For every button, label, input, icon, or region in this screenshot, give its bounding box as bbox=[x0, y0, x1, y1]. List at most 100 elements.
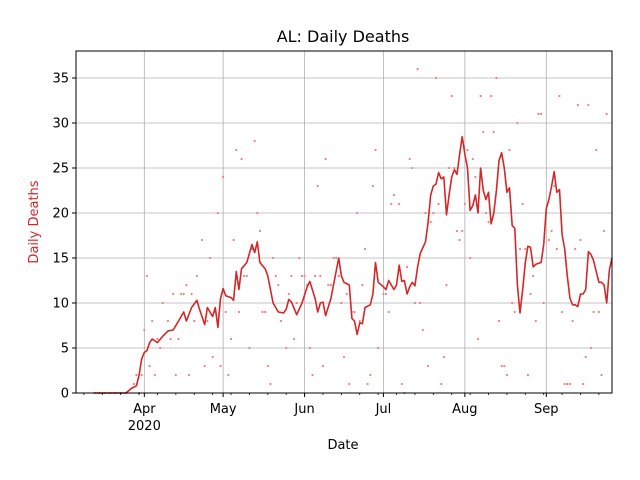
data-point bbox=[387, 310, 390, 314]
data-point bbox=[426, 364, 430, 368]
data-point bbox=[237, 310, 241, 314]
data-point bbox=[264, 310, 267, 314]
data-point bbox=[145, 274, 149, 278]
data-point bbox=[287, 292, 290, 296]
data-point bbox=[143, 328, 146, 332]
data-point bbox=[290, 274, 293, 278]
y-tick-label: 15 bbox=[52, 252, 69, 267]
y-tick-label: 10 bbox=[52, 297, 69, 312]
data-point bbox=[419, 301, 422, 305]
data-point bbox=[219, 364, 222, 368]
data-point bbox=[342, 355, 346, 359]
data-point bbox=[361, 283, 364, 287]
data-point bbox=[316, 184, 319, 188]
data-point bbox=[405, 265, 409, 269]
data-point bbox=[303, 274, 306, 278]
data-point bbox=[539, 112, 543, 116]
data-point bbox=[151, 319, 154, 323]
data-point bbox=[366, 382, 369, 386]
data-point bbox=[497, 319, 501, 323]
data-point bbox=[400, 382, 403, 386]
data-point bbox=[253, 139, 256, 143]
data-point bbox=[450, 94, 453, 98]
data-point bbox=[447, 166, 451, 170]
plot-area bbox=[93, 67, 613, 395]
data-point bbox=[185, 283, 188, 287]
y-tick-label: 20 bbox=[52, 207, 69, 222]
data-point bbox=[311, 373, 314, 377]
data-point bbox=[382, 292, 385, 296]
data-point bbox=[484, 211, 487, 215]
data-point bbox=[534, 319, 537, 323]
y-tick-label: 5 bbox=[61, 342, 69, 357]
data-point bbox=[201, 238, 204, 242]
data-point bbox=[190, 292, 193, 296]
data-point bbox=[476, 337, 480, 341]
data-point bbox=[555, 247, 558, 251]
data-point bbox=[211, 355, 214, 359]
data-point bbox=[390, 202, 393, 206]
data-point bbox=[532, 274, 535, 278]
data-point bbox=[587, 103, 590, 107]
x-tick-label: Sep bbox=[534, 402, 559, 417]
data-point bbox=[505, 373, 509, 377]
data-point bbox=[243, 274, 246, 278]
x-axis: Apr 2020 May Jun Jul Aug Sep bbox=[83, 393, 600, 434]
data-point bbox=[332, 256, 335, 260]
data-point bbox=[432, 211, 435, 215]
data-point bbox=[469, 256, 472, 260]
data-point bbox=[526, 373, 530, 377]
data-point bbox=[235, 148, 238, 152]
data-point bbox=[179, 292, 183, 296]
data-point bbox=[500, 364, 503, 368]
data-point bbox=[277, 283, 280, 287]
y-tick-label: 35 bbox=[52, 72, 69, 87]
data-point bbox=[298, 256, 301, 260]
data-point bbox=[135, 373, 138, 377]
data-point bbox=[511, 301, 514, 305]
data-point bbox=[193, 319, 196, 323]
data-point bbox=[398, 202, 401, 206]
data-point bbox=[327, 283, 330, 287]
data-point bbox=[461, 229, 464, 233]
y-tick-label: 0 bbox=[61, 387, 69, 402]
data-point bbox=[524, 247, 527, 251]
data-point bbox=[516, 121, 519, 125]
data-point bbox=[603, 229, 606, 233]
data-point bbox=[574, 247, 577, 251]
data-point bbox=[455, 229, 459, 233]
data-point bbox=[374, 148, 377, 152]
data-point bbox=[248, 346, 251, 350]
data-point bbox=[337, 274, 340, 278]
data-point bbox=[384, 292, 388, 296]
y-tick-label: 25 bbox=[52, 162, 69, 177]
data-point bbox=[571, 319, 574, 323]
data-point bbox=[413, 301, 417, 305]
data-point bbox=[521, 202, 524, 206]
data-point bbox=[321, 364, 325, 368]
data-point bbox=[592, 310, 595, 314]
data-point bbox=[490, 94, 493, 98]
data-point bbox=[206, 319, 209, 323]
data-point bbox=[369, 373, 372, 377]
data-point bbox=[208, 256, 212, 260]
data-point bbox=[335, 256, 338, 260]
data-point bbox=[140, 373, 143, 377]
data-point bbox=[429, 220, 432, 224]
chart-title: AL: Daily Deaths bbox=[277, 27, 410, 46]
data-point bbox=[482, 130, 485, 134]
y-axis: 0 5 10 15 20 25 30 35 bbox=[52, 72, 76, 402]
data-point bbox=[371, 184, 375, 188]
x-axis-label: Date bbox=[327, 438, 358, 453]
data-point bbox=[518, 247, 522, 251]
data-point bbox=[256, 211, 259, 215]
data-point bbox=[558, 94, 561, 98]
y-tick-label: 30 bbox=[52, 117, 69, 132]
data-point bbox=[340, 301, 343, 305]
data-point bbox=[442, 355, 445, 359]
data-point bbox=[537, 112, 540, 116]
data-point bbox=[161, 301, 164, 305]
data-point bbox=[584, 355, 587, 359]
data-point bbox=[132, 382, 135, 386]
data-point bbox=[595, 148, 598, 152]
